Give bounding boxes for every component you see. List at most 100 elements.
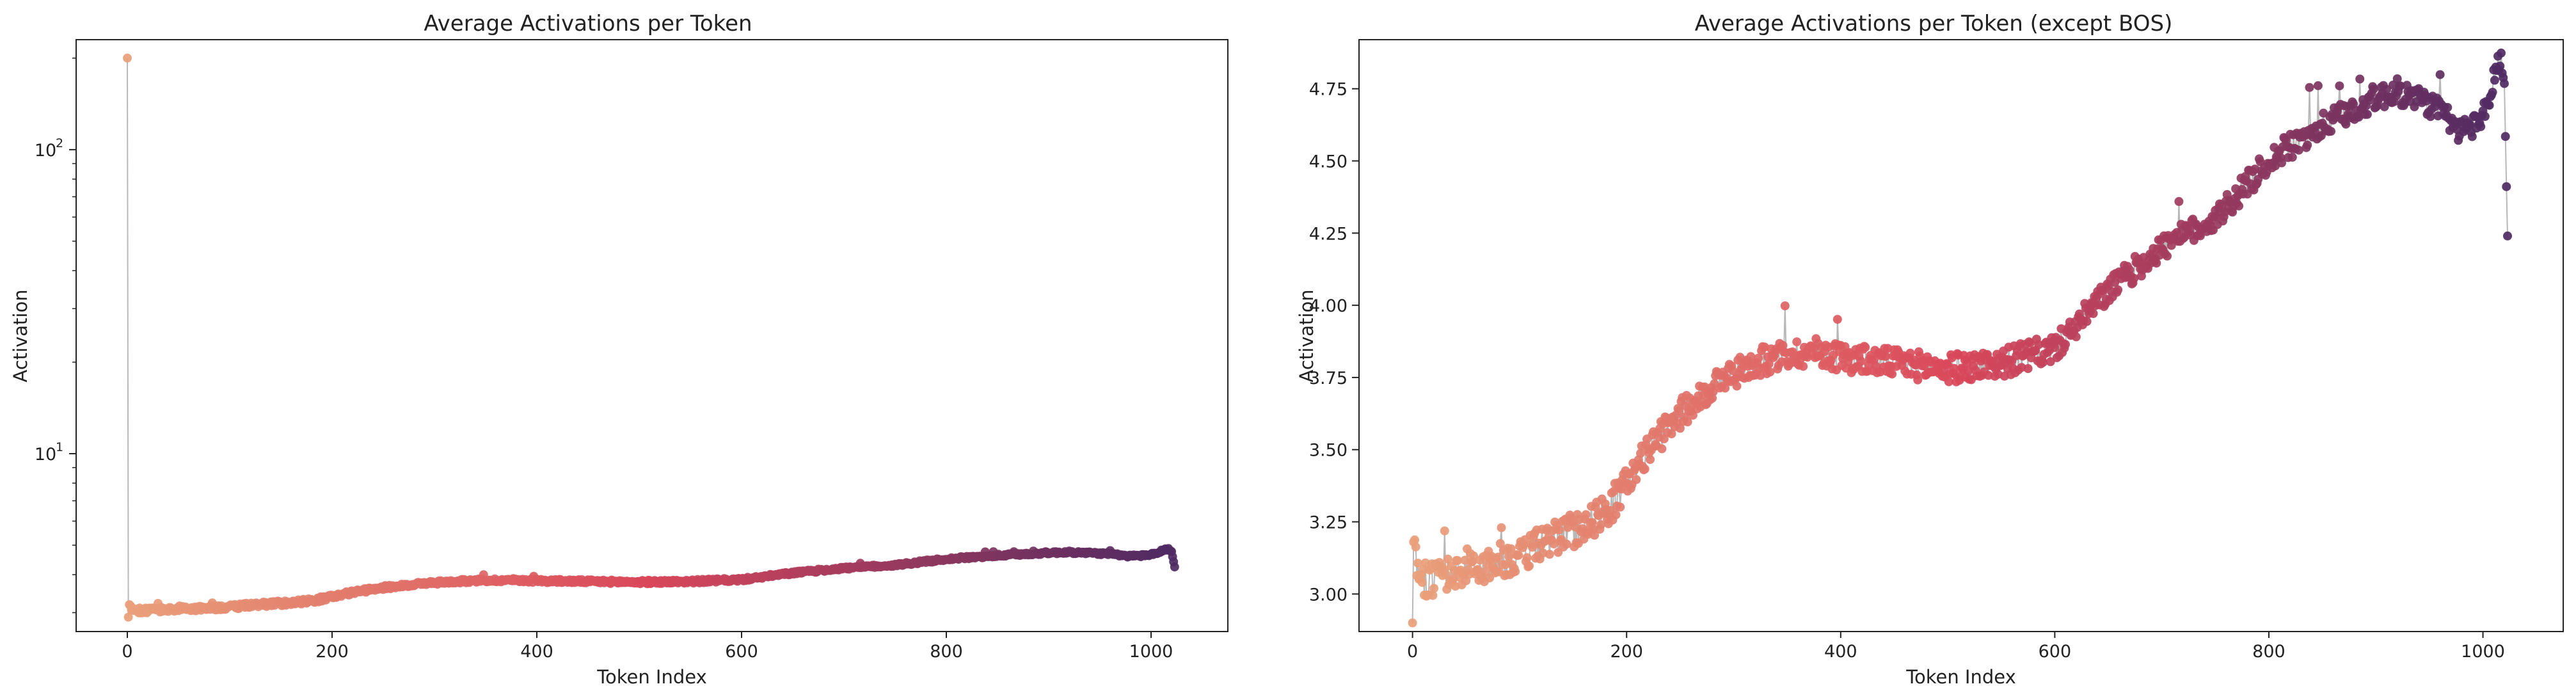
data-point [1944,377,1953,386]
data-point [1778,340,1788,350]
data-marks [1408,48,2512,628]
data-point [2443,102,2453,112]
x-axis-ticks: 0 200 400 600 800 1000 [122,632,1173,662]
data-point [2500,132,2510,141]
data-point [1905,348,1915,358]
data-point [2305,83,2314,92]
data-point [1732,381,1742,391]
data-point [1504,552,1514,561]
data-point [2488,88,2497,97]
data-point [2071,332,2081,342]
data-point [1440,526,1449,536]
data-point [2303,140,2312,150]
data-point [1441,569,1451,579]
data-point [1674,406,1684,416]
y-tick-label: 4.50 [1309,152,1348,172]
data-point [2061,340,2071,349]
data-point [1596,520,1606,529]
data-point [2396,81,2405,91]
data-point [1765,367,1775,377]
data-point [1792,337,1802,347]
data-point [1493,552,1503,562]
y-tick-label: 3.75 [1309,369,1348,388]
data-marks [123,53,1179,622]
data-point [2129,274,2139,283]
y-tick-exponent: 2 [56,136,63,150]
data-point [1616,502,1625,512]
data-point [2113,285,2123,294]
data-point [1721,383,1730,393]
chart-panel-log: Average Activations per Token 0 200 400 600… [10,11,1228,688]
data-point [1413,559,1422,568]
x-axis-label: Token Index [1905,666,2016,688]
y-tick-label: 10 [35,141,56,161]
y-tick-exponent: 1 [56,440,63,454]
data-point [2163,251,2172,261]
chart-title: Average Activations per Token [424,11,752,36]
data-point [2082,317,2092,326]
y-tick-label: 3.50 [1309,441,1348,461]
x-tick-label: 0 [122,642,132,662]
x-tick-label: 1000 [2461,642,2505,662]
data-point [2355,74,2365,84]
axes-frame [1358,39,2564,632]
data-point [2025,338,2035,348]
x-tick-label: 600 [2039,642,2072,662]
data-point [1636,449,1645,458]
data-point [2380,102,2389,111]
x-tick-label: 0 [1407,642,1418,662]
data-point [2502,182,2511,191]
data-point [1861,342,1870,352]
x-axis-ticks: 0 200 400 600 800 1000 [1407,632,2505,662]
data-point [2435,70,2445,79]
data-point [123,612,133,622]
data-point [2234,201,2244,211]
y-tick-label: 4.00 [1309,296,1348,316]
data-point [2497,48,2506,58]
data-point [2500,79,2509,88]
data-point [2046,357,2055,367]
data-point [1411,542,1420,552]
data-point [1428,591,1438,600]
data-point [1675,424,1685,433]
data-point [1590,530,1599,540]
data-point [2039,358,2047,367]
data-point [2195,231,2205,241]
data-point [2341,120,2351,129]
x-tick-label: 400 [520,642,553,662]
data-point [1611,510,1621,520]
y-axis-ticks: 3.00 3.25 3.50 3.75 4.00 4.25 4.50 4.75 [1309,80,1359,605]
data-point [1410,535,1419,545]
data-point [2382,84,2391,94]
data-point [2392,74,2402,84]
data-point [1746,352,1756,362]
chart-title: Average Activations per Token (except BO… [1695,11,2173,36]
x-tick-label: 1000 [1129,642,1173,662]
data-point [2490,76,2499,85]
x-tick-label: 800 [930,642,963,662]
data-point [1506,544,1516,553]
data-point [2369,84,2378,94]
data-point [2362,109,2372,119]
data-point [1754,353,1763,363]
data-point [2088,309,2098,318]
x-tick-label: 800 [2252,642,2286,662]
x-tick-label: 600 [725,642,758,662]
x-axis-label: Token Index [596,666,707,688]
data-point [2174,196,2184,206]
data-point [1683,417,1692,427]
chart-panel-linear: Average Activations per Token (except BO… [1296,11,2564,688]
data-point [1913,375,1923,385]
data-point [1522,553,1532,562]
data-point [1525,561,1534,571]
data-point [1764,359,1774,369]
data-point [2152,259,2161,268]
data-point [1545,550,1554,559]
data-point [1452,556,1462,565]
data-point [2287,152,2297,162]
y-axis-label: Activation [10,289,31,382]
data-point [1501,560,1511,569]
data-point [1780,301,1790,310]
